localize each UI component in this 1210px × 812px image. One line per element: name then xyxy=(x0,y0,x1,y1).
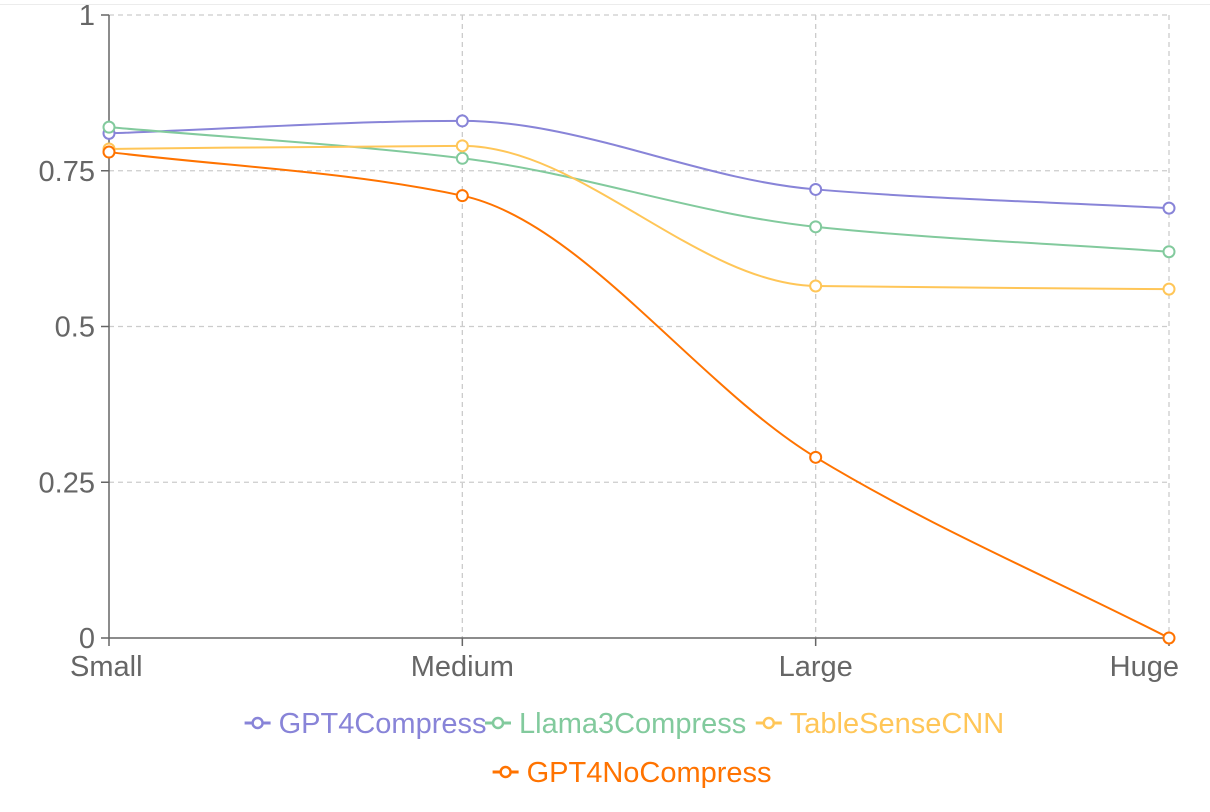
data-point xyxy=(1162,282,1176,296)
data-point xyxy=(1162,201,1176,215)
legend-marker-icon xyxy=(491,716,505,730)
series-TableSenseCNN xyxy=(102,139,1176,296)
data-point xyxy=(809,182,823,196)
series-line xyxy=(108,151,1170,639)
data-point xyxy=(809,279,823,293)
y-tick-label: 0.75 xyxy=(39,156,95,188)
chart-legend: GPT4Compress Llama3Compress TableSenseCNN G… xyxy=(244,708,1004,789)
data-point xyxy=(455,189,469,203)
legend-label: TableSenseCNN xyxy=(790,708,1004,740)
data-point xyxy=(809,220,823,234)
y-tick-label: 0 xyxy=(79,623,95,655)
y-tick-label: 1 xyxy=(79,0,95,32)
data-point xyxy=(102,145,116,159)
data-point xyxy=(1162,631,1176,645)
data-point xyxy=(455,114,469,128)
data-point xyxy=(1162,245,1176,259)
series-GPT4Compress xyxy=(102,114,1176,215)
legend-marker-icon xyxy=(251,716,264,730)
legend-label: GPT4Compress xyxy=(279,708,487,740)
series-Llama3Compress xyxy=(102,120,1176,259)
legend-label: GPT4NoCompress xyxy=(527,757,772,789)
legend-item-GPT4Compress: GPT4Compress xyxy=(244,708,487,740)
series-line xyxy=(108,119,1170,210)
x-tick-label: Small xyxy=(70,651,143,683)
legend-item-Llama3Compress: Llama3Compress xyxy=(485,708,746,740)
legend-marker-icon xyxy=(499,765,512,779)
series-line xyxy=(108,126,1170,253)
series-GPT4NoCompress xyxy=(102,145,1176,645)
x-tick-label: Large xyxy=(779,651,853,683)
data-point xyxy=(455,139,469,153)
top-border xyxy=(0,0,1210,5)
legend-marker-icon xyxy=(762,716,776,730)
chart-grid xyxy=(109,14,1170,638)
y-tick-label: 0.5 xyxy=(55,312,95,344)
x-tick-label: Huge xyxy=(1110,651,1179,683)
chart-axes: 0 0.25 0.5 0.75 1 Small Medium Large Huge xyxy=(39,0,1179,683)
series-line xyxy=(108,144,1170,291)
data-point xyxy=(455,151,469,165)
y-tick-label: 0.25 xyxy=(39,467,95,499)
legend-item-GPT4NoCompress: GPT4NoCompress xyxy=(492,757,772,789)
data-point xyxy=(809,450,823,464)
legend-label: Llama3Compress xyxy=(519,708,746,740)
x-tick-label: Medium xyxy=(411,651,514,683)
data-point xyxy=(102,120,116,134)
legend-item-TableSenseCNN: TableSenseCNN xyxy=(755,708,1004,740)
chart-series xyxy=(102,114,1176,645)
